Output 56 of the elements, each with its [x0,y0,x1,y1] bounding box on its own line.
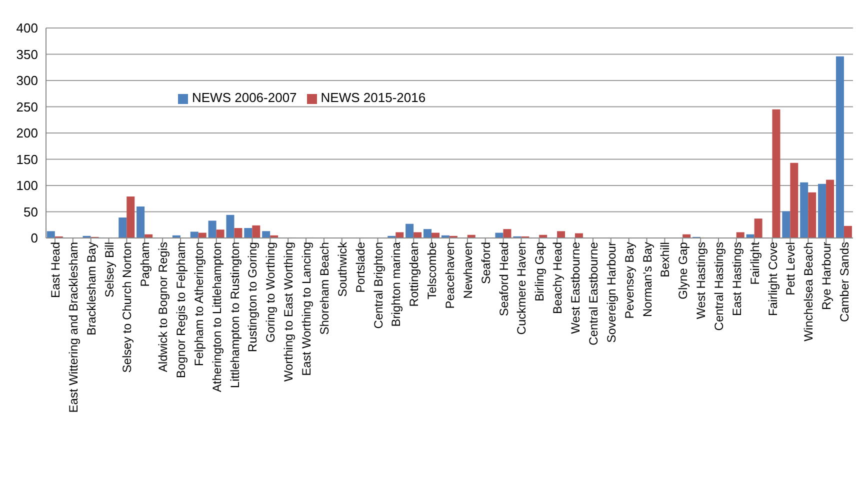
x-tick-label: Atherington to Littlehampton [210,242,224,392]
x-tick-label: Central Eastbourne [586,242,600,346]
y-tick-label: 250 [16,99,38,114]
x-tick-label: Rustington to Goring [246,242,260,352]
x-tick-label: Portslade [353,242,368,293]
x-tick-label: Selsey Bill [102,242,116,298]
x-tick-label: East Hastings [730,242,744,316]
y-tick-label: 150 [16,152,38,167]
x-tick-label: Birling Gap [532,242,547,302]
x-tick-label: Aldwick to Bognor Regis [156,242,170,372]
y-tick-label: 400 [16,20,38,36]
x-tick-label: Southwick [335,241,350,297]
x-tick-label: Brighton marina [389,242,404,327]
x-tick-label: Beachy Head [550,242,565,314]
x-tick-label: Glyne Gap [676,242,690,300]
y-tick-label: 0 [30,230,38,246]
x-tick-label: Pagham [138,242,152,287]
x-tick-label: Sovereign Harbour [604,242,618,343]
x-tick-label: East Head [48,242,62,298]
x-tick-label: Peacehaven [443,242,458,309]
x-tick-label: Fairlight Cove [766,242,780,316]
x-tick-label: Rye Harbour [820,242,834,310]
y-tick-label: 100 [16,178,38,194]
x-tick-label: Pett Level [784,242,798,296]
legend-label: NEWS 2006-2007 [192,90,297,105]
x-tick-label: East Wittering and Bracklesham [66,242,80,413]
x-tick-label: Selsey to Church Norton [120,242,134,373]
x-tick-label: Littlehampton to Rustington [228,242,242,388]
y-tick-label: 50 [24,204,38,220]
x-tick-label: Camber Sands [838,242,852,322]
x-tick-label: Bexhill [658,242,672,278]
x-tick-label: Bracklesham Bay [84,242,98,336]
x-tick-label: West Hastings [694,242,708,320]
x-tick-label: Central Brighton [371,242,386,329]
x-tick-label: Shoreham Beach [317,242,332,335]
y-tick-label: 350 [16,46,38,62]
y-tick-label: 200 [16,126,38,141]
x-tick-label: Bognor Regis to Felpham [174,242,188,378]
x-tick-label: Newhaven [460,242,475,299]
x-tick-label: Pevensey Bay [622,242,636,319]
x-tick-label: Cuckmere Haven [514,242,529,335]
x-tick-label: Norman's Bay [640,242,654,317]
y-tick-label: 300 [16,73,38,88]
x-tick-label: Central Hastings [712,242,726,331]
x-tick-label: Seaford [478,242,493,284]
x-tick-label: Felpham to Atherington [192,242,206,366]
x-tick-label: Rottingdean [407,242,422,307]
x-tick-label: West Eastbourne [568,242,583,334]
legend-label: NEWS 2015-2016 [320,90,426,105]
x-tick-label: Winchelsea Beach [802,242,816,342]
x-tick-label: Seaford Head [496,242,511,316]
x-tick-label: Goring to Worthing [264,242,278,342]
x-tick-label: Worthing to East Worthing [282,242,296,382]
x-tick-label: East Worthing to Lancing [300,242,314,376]
x-tick-label: Telscombe [425,242,440,300]
x-tick-label: Fairlight [748,241,762,285]
